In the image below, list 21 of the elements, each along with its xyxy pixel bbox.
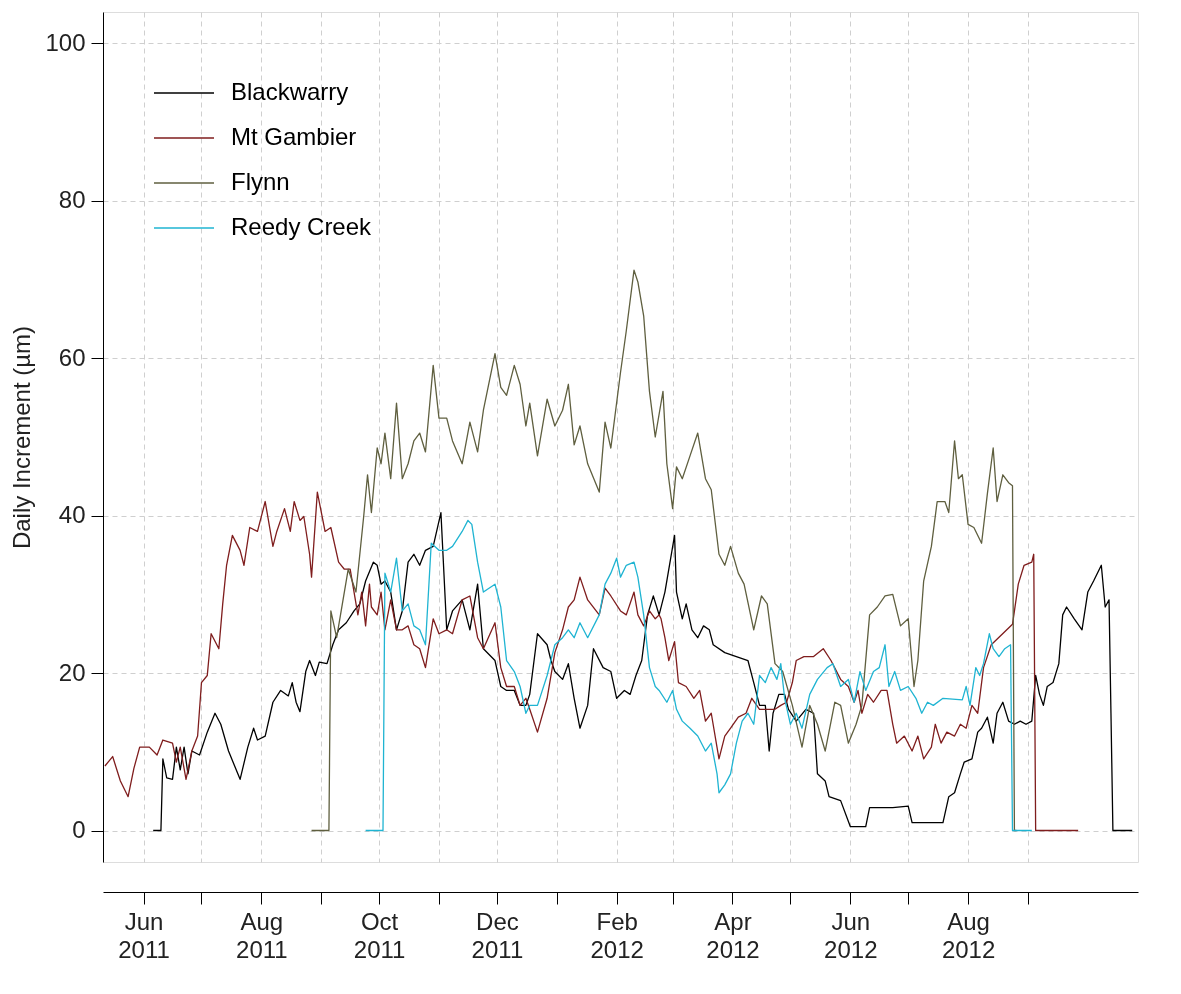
y-tick-label: 0 bbox=[72, 816, 86, 844]
x-tick-label: Jun 2011 bbox=[118, 907, 170, 963]
x-tick-label: Apr 2012 bbox=[706, 907, 760, 963]
y-tick-label: 100 bbox=[45, 28, 86, 56]
x-tick-label: Aug 2011 bbox=[236, 907, 288, 963]
x-tick-label: Oct 2011 bbox=[353, 907, 406, 963]
y-tick-label: 20 bbox=[58, 658, 86, 686]
y-axis-title: Daily Increment (µm) bbox=[8, 325, 36, 550]
legend-label: Reedy Creek bbox=[231, 213, 373, 240]
x-tick-label: Aug 2012 bbox=[941, 907, 996, 963]
x-tick-label: Dec 2011 bbox=[471, 907, 524, 963]
line-series bbox=[310, 269, 1017, 832]
x-tick-label: Feb 2012 bbox=[590, 907, 644, 963]
line-series bbox=[364, 519, 1033, 832]
y-tick-label: 80 bbox=[58, 186, 86, 214]
x-tick-label: Jun 2012 bbox=[824, 907, 878, 963]
y-tick-label: 60 bbox=[58, 343, 86, 371]
legend-label: Blackwarry bbox=[231, 78, 349, 105]
y-tick-label: 40 bbox=[58, 501, 86, 529]
legend-label: Flynn bbox=[231, 168, 290, 195]
legend-label: Mt Gambier bbox=[231, 123, 357, 150]
